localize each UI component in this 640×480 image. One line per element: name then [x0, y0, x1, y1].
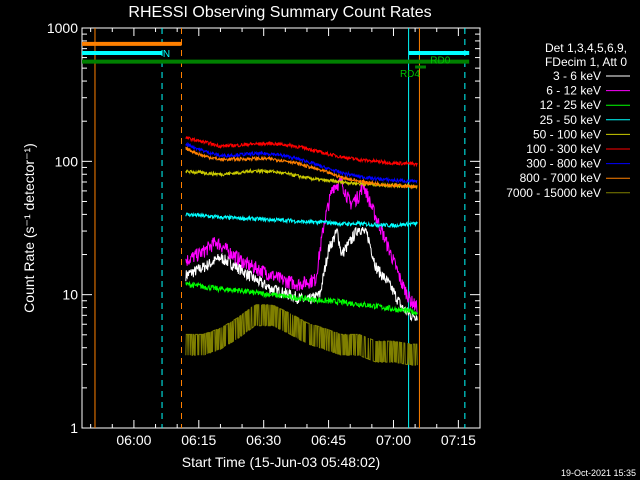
- x-tick-label: 06:00: [116, 432, 151, 448]
- legend-label: 25 - 50 keV: [540, 113, 601, 127]
- series-line: [185, 141, 418, 184]
- y-axis-label: Count Rate (s⁻¹ detector⁻¹): [21, 143, 37, 313]
- legend: Det 1,3,4,5,6,9,FDecim 1, Att 03 - 6 keV…: [506, 41, 630, 200]
- chart-axes: 1 10 100 1000 06:00 06:15 06:30 06:45 07:00 07:15: [47, 20, 481, 448]
- x-axis-label: Start Time (15-Jun-03 05:48:02): [182, 454, 380, 470]
- vertical-markers: [94, 28, 466, 428]
- x-tick-label: 06:15: [181, 432, 216, 448]
- render-timestamp: 19-Oct-2021 15:35: [561, 468, 636, 478]
- flag-label: N: [163, 49, 170, 60]
- flag-label: RD4: [400, 69, 420, 80]
- legend-label: 50 - 100 keV: [533, 127, 601, 141]
- x-tick-label: 06:30: [246, 432, 281, 448]
- x-tick-label: 07:00: [376, 432, 411, 448]
- series-line: [185, 135, 418, 168]
- y-tick-label: 1: [70, 420, 78, 436]
- flag-bars: N RD4 RD0: [82, 41, 470, 80]
- series-line: [185, 146, 418, 190]
- x-tick-label: 06:45: [311, 432, 346, 448]
- series-line: [185, 176, 418, 315]
- legend-label: 6 - 12 keV: [546, 84, 601, 98]
- legend-header: Det 1,3,4,5,6,9,: [545, 41, 627, 55]
- legend-header: FDecim 1, Att 0: [545, 55, 627, 69]
- flag-label: RD0: [430, 56, 450, 67]
- series-line: [185, 304, 418, 366]
- series-line: [185, 226, 418, 322]
- chart-title: RHESSI Observing Summary Count Rates: [128, 4, 431, 21]
- legend-label: 7000 - 15000 keV: [506, 186, 601, 200]
- series-line: [185, 280, 418, 316]
- plot-frame: [81, 27, 481, 429]
- legend-label: 300 - 800 keV: [526, 157, 601, 171]
- y-tick-label: 1000: [47, 20, 78, 36]
- x-tick-label: 07:15: [441, 432, 476, 448]
- series-line: [185, 211, 418, 229]
- legend-label: 800 - 7000 keV: [520, 171, 601, 185]
- y-tick-label: 10: [62, 287, 78, 303]
- legend-label: 100 - 300 keV: [526, 142, 601, 156]
- legend-label: 3 - 6 keV: [553, 69, 601, 83]
- series-layer: [185, 135, 418, 366]
- legend-label: 12 - 25 keV: [540, 98, 601, 112]
- y-tick-label: 100: [55, 153, 79, 169]
